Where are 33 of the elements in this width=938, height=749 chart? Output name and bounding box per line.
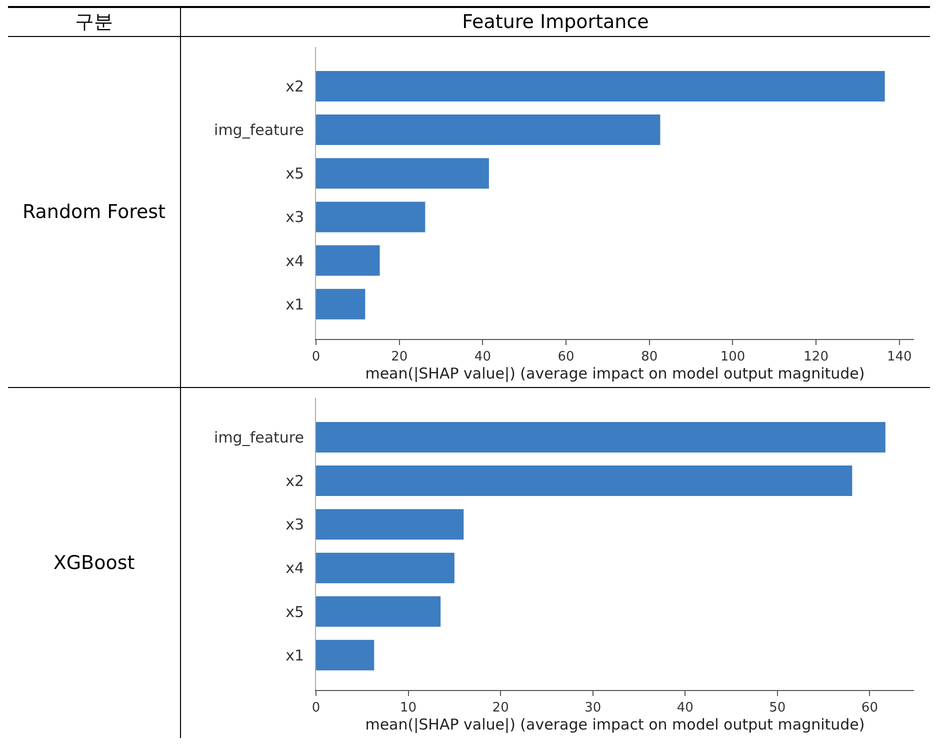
x-tick-label: 20 xyxy=(391,350,408,365)
y-tick-label: x5 xyxy=(286,602,304,621)
text: 구분 xyxy=(8,7,180,36)
x-tick-label: 40 xyxy=(474,350,491,365)
text: XGBoost xyxy=(8,388,180,738)
y-tick-label: x3 xyxy=(286,208,304,226)
x-axis-title: mean(|SHAP value|) (average impact on model output magnitude) xyxy=(365,716,865,734)
x-tick-label: 50 xyxy=(769,700,786,716)
x-tick-label: 60 xyxy=(861,700,878,716)
y-tick-label: x5 xyxy=(286,164,304,183)
y-tick-label: x4 xyxy=(286,252,304,270)
x-axis-title: mean(|SHAP value|) (average impact on model output magnitude) xyxy=(365,364,865,383)
x-tick-label: 40 xyxy=(676,700,694,716)
text: Random Forest xyxy=(8,36,180,388)
x-tick-label: 80 xyxy=(641,350,658,365)
y-tick-label: img_feature xyxy=(214,121,304,140)
y-tick-label: x3 xyxy=(286,516,304,534)
x-tick-label: 10 xyxy=(400,700,417,716)
x-tick-label: 100 xyxy=(720,350,746,365)
x-tick-label: 20 xyxy=(492,700,509,716)
y-tick-label: x1 xyxy=(286,646,304,664)
y-tick-label: x2 xyxy=(286,77,304,96)
y-tick-label: x4 xyxy=(286,559,304,578)
x-tick-label: 60 xyxy=(558,350,574,365)
text: Feature Importance xyxy=(180,7,930,36)
y-tick-label: img_feature xyxy=(214,428,304,446)
y-tick-label: x1 xyxy=(286,295,304,314)
x-tick-label: 0 xyxy=(312,350,320,365)
y-tick-label: x2 xyxy=(286,472,304,490)
x-tick-label: 120 xyxy=(804,350,828,365)
x-tick-label: 0 xyxy=(312,700,320,716)
x-tick-label: 140 xyxy=(886,350,912,365)
x-tick-label: 30 xyxy=(584,700,602,716)
